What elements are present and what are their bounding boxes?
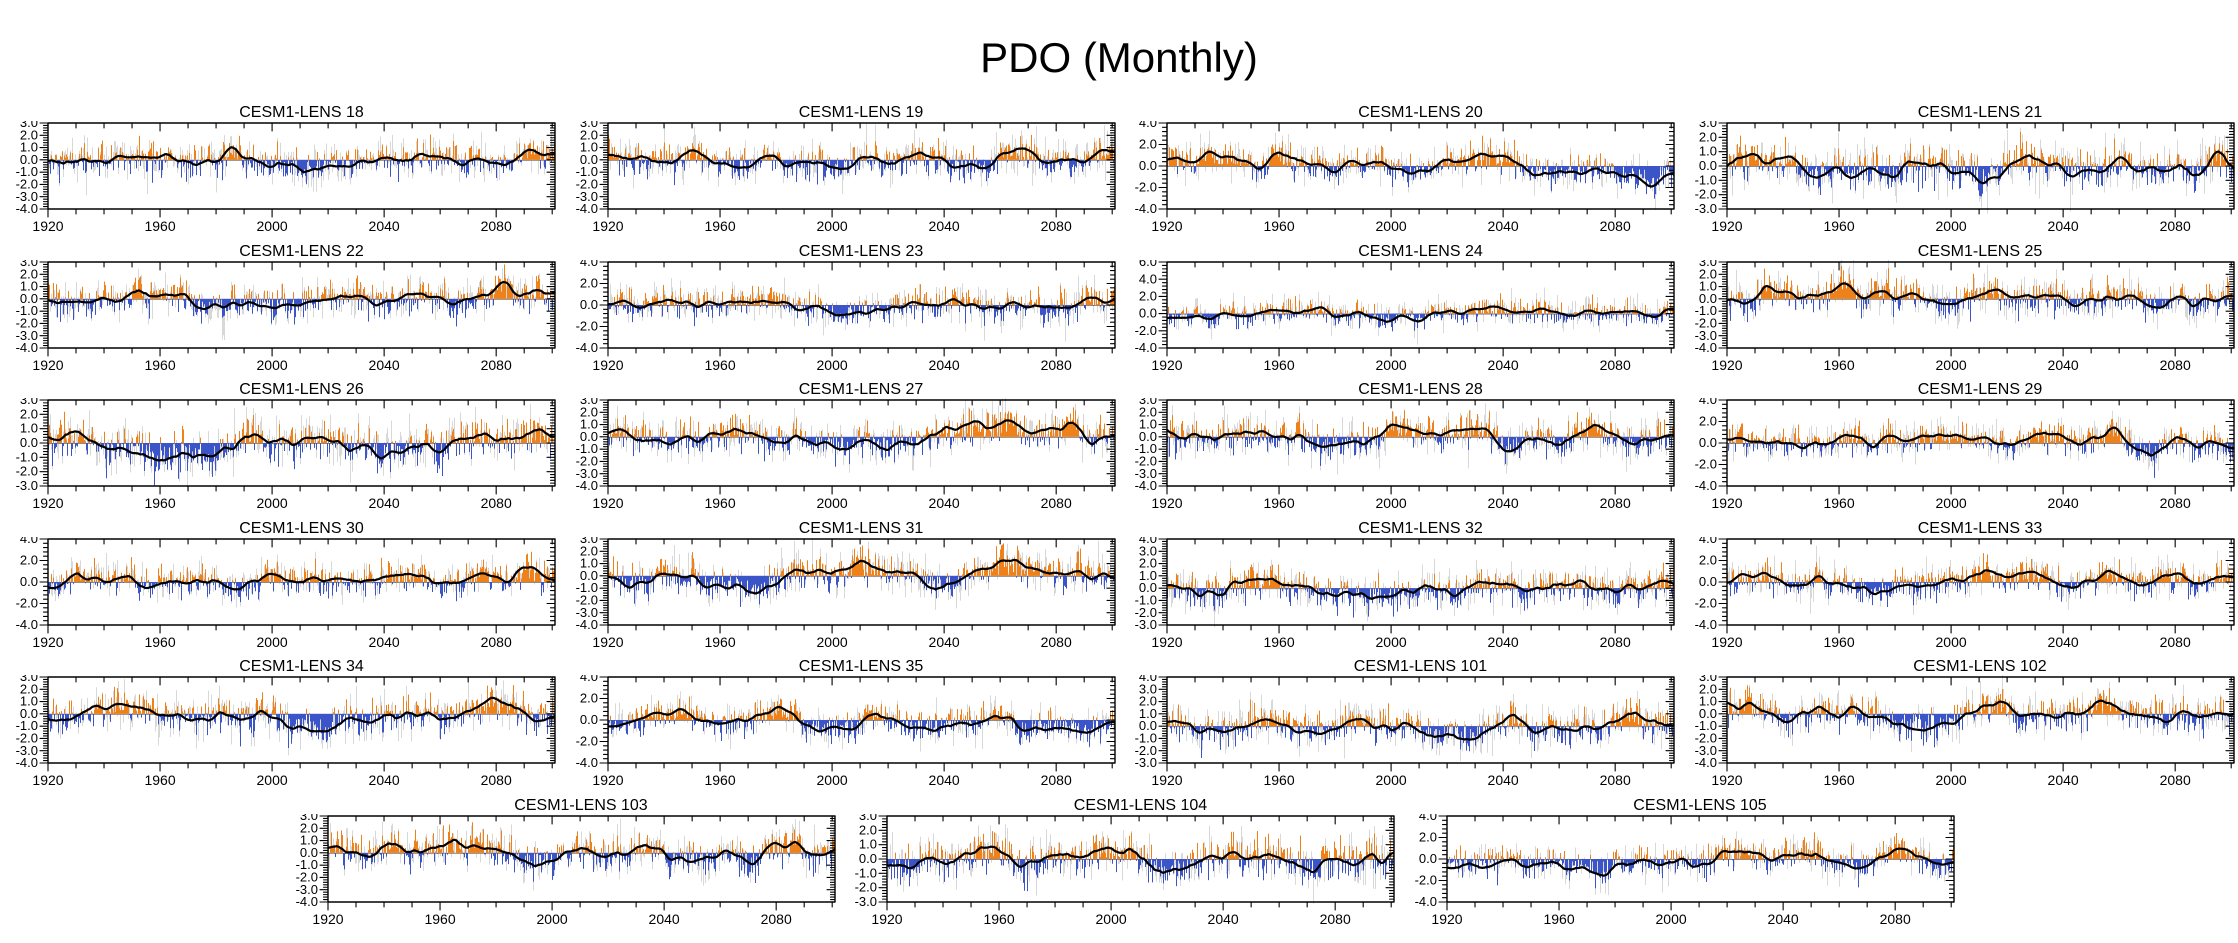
chart-panel-cesm1-lens-29: CESM1-LENS 29	[1678, 381, 2238, 519]
panel-plot-canvas	[0, 121, 560, 239]
panel-plot-canvas	[559, 259, 1120, 378]
chart-panel-cesm1-lens-25: CESM1-LENS 25	[1678, 242, 2238, 381]
panel-title: CESM1-LENS 23	[798, 242, 924, 260]
chart-panel-cesm1-lens-22: CESM1-LENS 22	[0, 243, 560, 381]
panel-plot-canvas	[559, 398, 1120, 516]
panel-plot-canvas	[1678, 675, 2238, 793]
panel-plot-canvas	[1398, 813, 1959, 932]
panel-plot-canvas	[1119, 398, 1679, 516]
panel-plot-canvas	[0, 675, 560, 793]
panel-plot-canvas	[0, 259, 560, 378]
chart-panel-cesm1-lens-19: CESM1-LENS 19	[559, 104, 1120, 242]
panel-title: CESM1-LENS 33	[1917, 519, 2043, 537]
panel-plot-canvas	[559, 536, 1120, 655]
panel-title: CESM1-LENS 27	[798, 381, 924, 398]
chart-panel-cesm1-lens-102: CESM1-LENS 102	[1678, 658, 2238, 796]
panel-title: CESM1-LENS 105	[1633, 796, 1767, 814]
panel-plot-canvas	[279, 813, 840, 932]
page-title: PDO (Monthly)	[980, 34, 1258, 82]
panel-title: CESM1-LENS 34	[239, 658, 364, 675]
panel-title: CESM1-LENS 28	[1358, 381, 1483, 398]
chart-panel-cesm1-lens-32: CESM1-LENS 32	[1119, 520, 1679, 658]
panel-title: CESM1-LENS 25	[1917, 242, 2043, 260]
chart-panel-cesm1-lens-35: CESM1-LENS 35	[559, 658, 1120, 796]
panel-plot-canvas	[1678, 259, 2238, 378]
chart-panel-cesm1-lens-30: CESM1-LENS 30	[0, 520, 560, 658]
chart-panel-cesm1-lens-34: CESM1-LENS 34	[0, 658, 560, 796]
chart-panel-cesm1-lens-101: CESM1-LENS 101	[1119, 658, 1679, 796]
panel-title: CESM1-LENS 32	[1358, 519, 1483, 537]
panel-plot-canvas	[0, 536, 560, 655]
chart-panel-cesm1-lens-105: CESM1-LENS 105	[1398, 796, 1959, 935]
panel-title: CESM1-LENS 101	[1353, 658, 1488, 675]
chart-panel-cesm1-lens-104: CESM1-LENS 104	[839, 797, 1399, 935]
panel-title: CESM1-LENS 22	[239, 242, 364, 260]
chart-panel-cesm1-lens-103: CESM1-LENS 103	[279, 796, 840, 935]
panel-title: CESM1-LENS 21	[1917, 104, 2043, 121]
panel-plot-canvas	[1119, 675, 1679, 793]
panel-plot-canvas	[559, 675, 1120, 793]
panel-plot-canvas	[1678, 536, 2238, 655]
panel-title: CESM1-LENS 19	[798, 104, 924, 121]
chart-panel-cesm1-lens-28: CESM1-LENS 28	[1119, 381, 1679, 519]
chart-panel-cesm1-lens-31: CESM1-LENS 31	[559, 519, 1120, 658]
chart-panel-cesm1-lens-23: CESM1-LENS 23	[559, 242, 1120, 381]
chart-panel-cesm1-lens-18: CESM1-LENS 18	[0, 104, 560, 242]
panel-plot-canvas	[1678, 398, 2238, 516]
panel-plot-canvas	[559, 121, 1120, 239]
panel-title: CESM1-LENS 35	[798, 658, 924, 675]
chart-panel-cesm1-lens-27: CESM1-LENS 27	[559, 381, 1120, 519]
panel-title: CESM1-LENS 103	[514, 796, 648, 814]
panel-title: CESM1-LENS 29	[1917, 381, 2043, 398]
chart-panel-cesm1-lens-24: CESM1-LENS 24	[1119, 243, 1679, 381]
panel-title: CESM1-LENS 104	[1073, 796, 1208, 814]
panel-plot-canvas	[839, 813, 1399, 932]
chart-panel-cesm1-lens-20: CESM1-LENS 20	[1119, 104, 1679, 242]
panel-plot-canvas	[1119, 121, 1679, 239]
panel-title: CESM1-LENS 30	[239, 519, 364, 537]
panel-title: CESM1-LENS 31	[798, 519, 924, 537]
panel-plot-canvas	[1678, 121, 2238, 239]
chart-panel-cesm1-lens-33: CESM1-LENS 33	[1678, 519, 2238, 658]
panel-title: CESM1-LENS 20	[1358, 104, 1483, 121]
panel-plot-canvas	[0, 398, 560, 516]
panel-title: CESM1-LENS 26	[239, 381, 364, 398]
chart-panel-cesm1-lens-26: CESM1-LENS 26	[0, 381, 560, 519]
chart-panel-cesm1-lens-21: CESM1-LENS 21	[1678, 104, 2238, 242]
panel-plot-canvas	[1119, 536, 1679, 655]
panel-title: CESM1-LENS 24	[1358, 242, 1483, 260]
panel-title: CESM1-LENS 102	[1913, 658, 2047, 675]
panel-plot-canvas	[1119, 259, 1679, 378]
panel-title: CESM1-LENS 18	[239, 104, 364, 121]
